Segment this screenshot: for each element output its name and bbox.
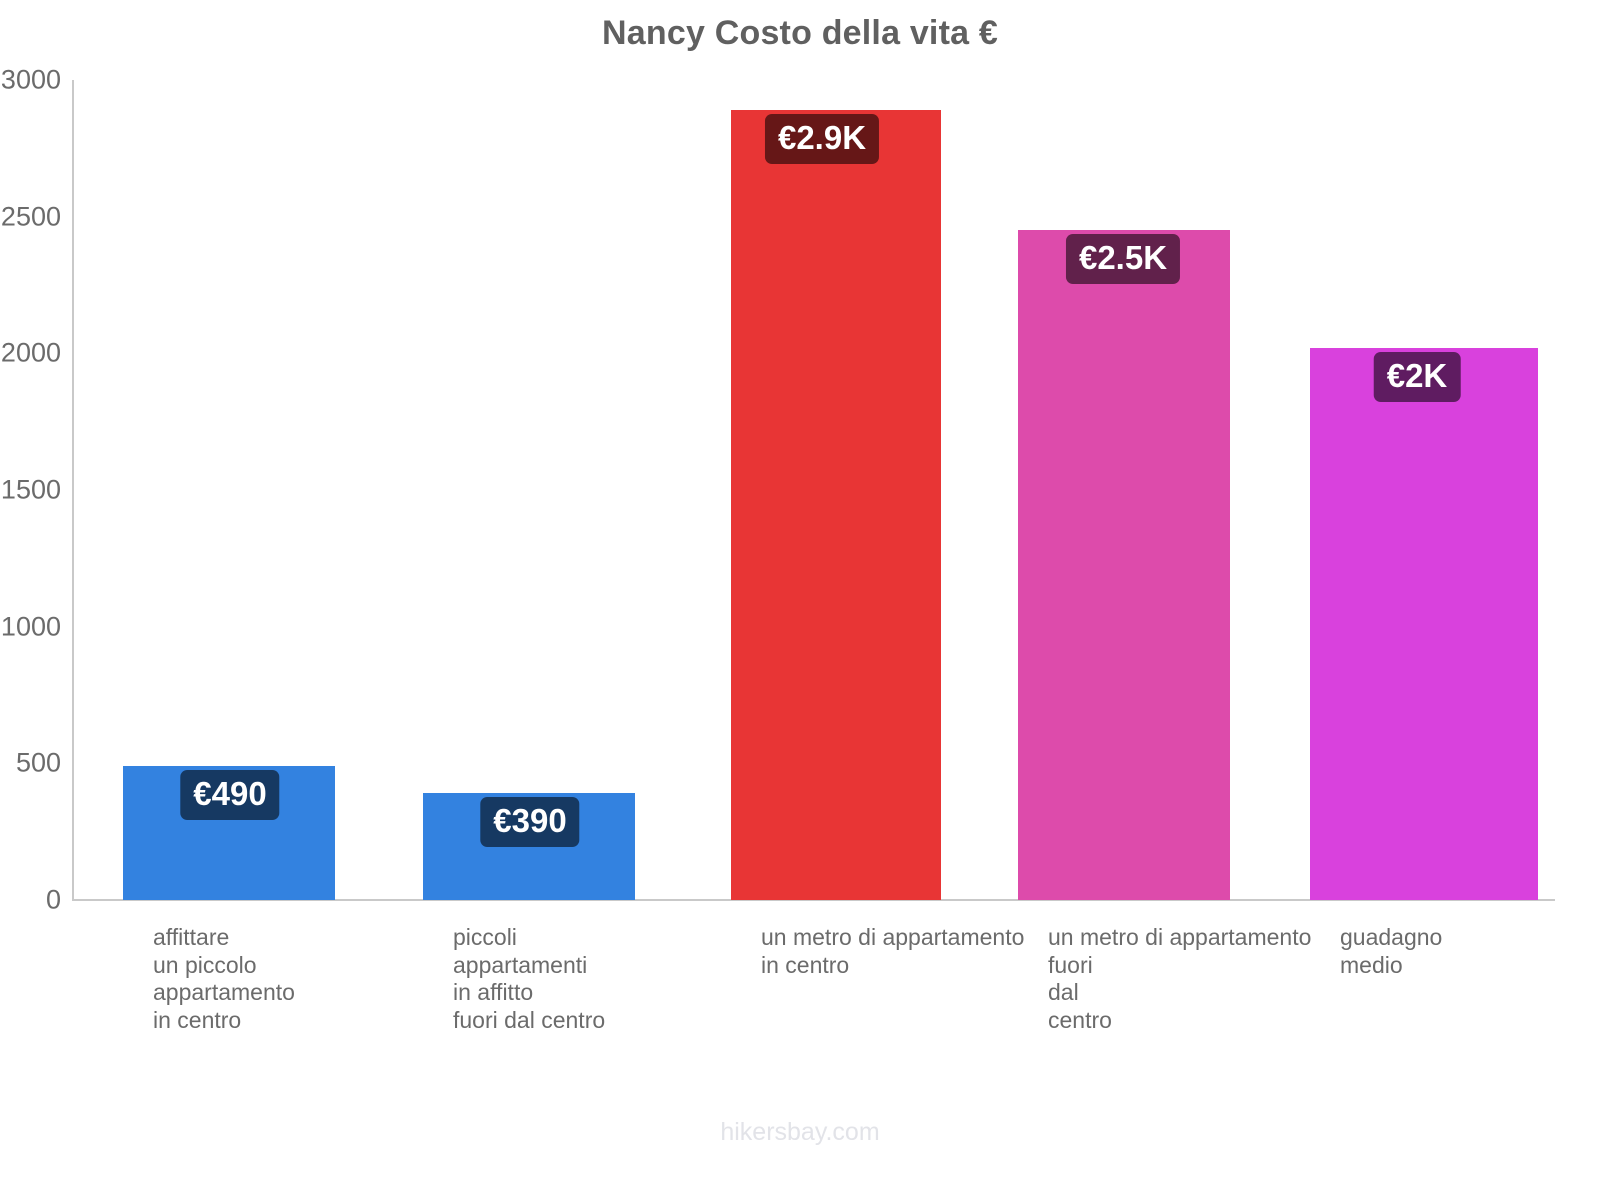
bar[interactable] bbox=[1018, 230, 1230, 900]
plot-area: 0 500 1000 1500 2000 2500 3000 €490 €390 €2.9K €2… bbox=[1, 65, 1555, 915]
x-axis-category-label: un metro di appartamento fuori dal centr… bbox=[1048, 924, 1312, 1033]
bar-value-label: €2K bbox=[1373, 351, 1461, 402]
y-axis-tick-label: 500 bbox=[15, 747, 61, 778]
x-axis-category-label: guadagno medio bbox=[1340, 924, 1443, 978]
y-axis-tick-label: 0 bbox=[45, 884, 61, 915]
bar-slot: €490 bbox=[123, 80, 335, 900]
footer-watermark: hikersbay.com bbox=[720, 1118, 880, 1146]
y-axis-tick-label: 1000 bbox=[0, 611, 61, 642]
y-axis-tick-label: 2500 bbox=[0, 201, 61, 232]
bar-value-label: €490 bbox=[180, 770, 280, 821]
bar-slot: €2.5K bbox=[1018, 80, 1230, 900]
x-axis-category-label: un metro di appartamento in centro bbox=[761, 924, 1025, 978]
y-axis-line bbox=[72, 80, 74, 901]
bar-slot: €390 bbox=[423, 80, 635, 900]
bar-slot: €2.9K bbox=[731, 80, 941, 900]
bar-value-label: €2.5K bbox=[1065, 234, 1181, 285]
bar-slot: €2K bbox=[1310, 80, 1538, 900]
x-axis-category-label: affittare un piccolo appartamento in cen… bbox=[153, 924, 295, 1033]
y-axis-tick-label: 1500 bbox=[0, 474, 61, 505]
bar-value-label: €2.9K bbox=[764, 114, 880, 165]
bar[interactable] bbox=[1310, 347, 1538, 900]
bar[interactable] bbox=[731, 110, 941, 900]
y-axis-tick-label: 2000 bbox=[0, 337, 61, 368]
bar-value-label: €390 bbox=[480, 797, 580, 848]
page-title: Nancy Costo della vita € bbox=[602, 14, 998, 52]
x-axis-line bbox=[73, 899, 1555, 901]
y-axis-tick-label: 3000 bbox=[0, 64, 61, 95]
x-axis-category-label: piccoli appartamenti in affitto fuori da… bbox=[453, 924, 606, 1033]
